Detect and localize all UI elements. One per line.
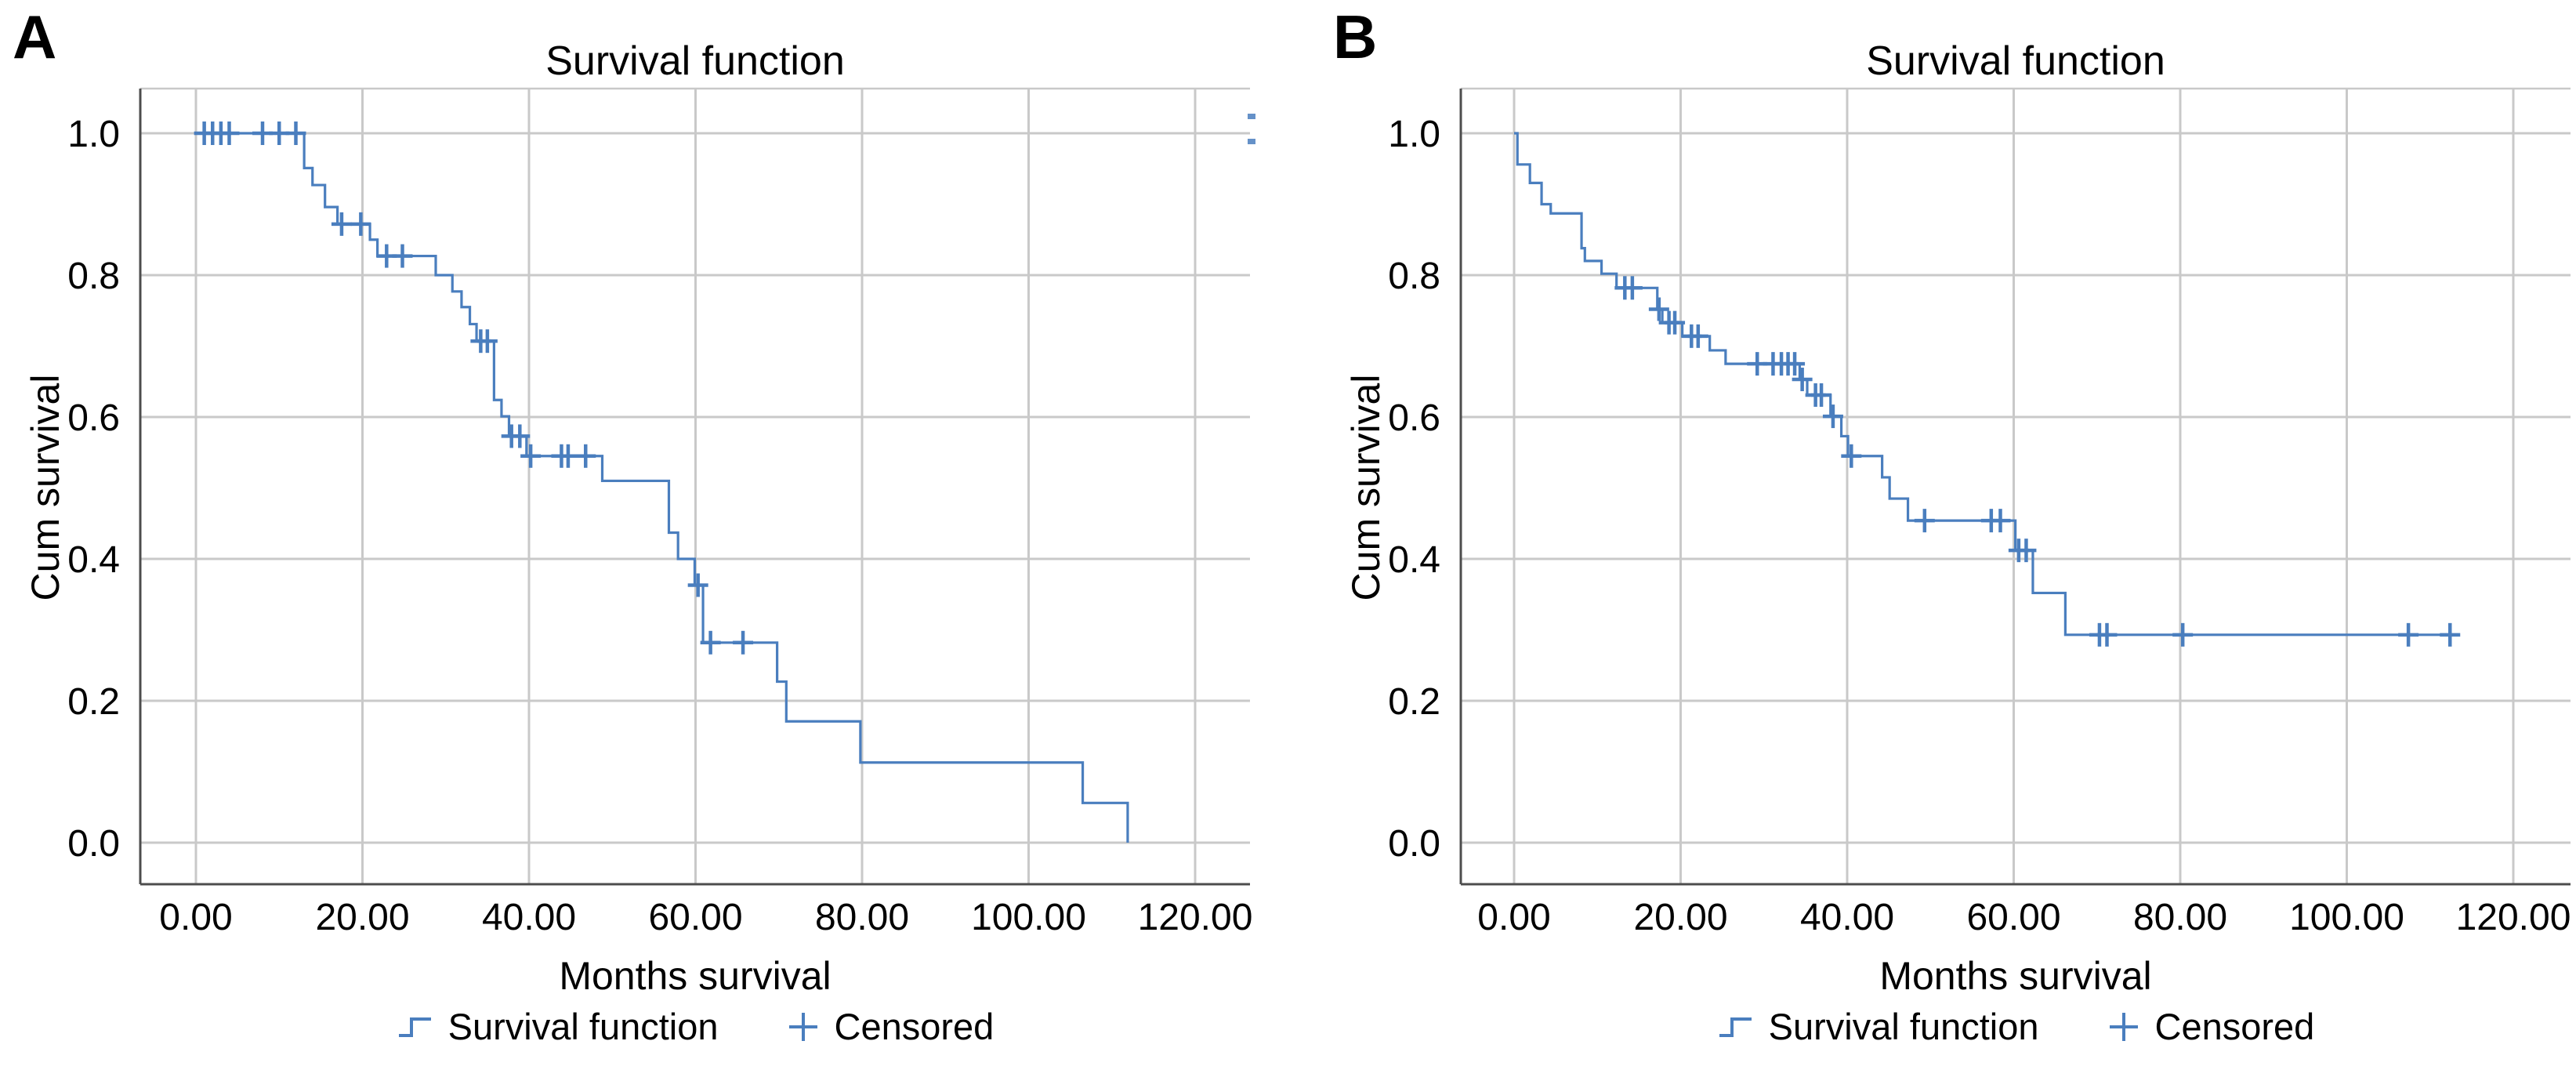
edge-artifact-mark [1248,139,1255,144]
x-tick-label: 40.00 [482,897,576,938]
panel-letter-a: A [13,2,57,71]
survival-curve [1514,132,2458,637]
panel-letter-b: B [1333,2,1378,71]
plus-icon [2109,1012,2138,1041]
legend-item-survival-function: Survival function [1717,1005,2039,1048]
x-tick-label: 20.00 [1633,897,1727,938]
y-tick-label: 0.4 [1388,539,1440,581]
y-tick-label: 0.0 [1388,823,1440,865]
survival-curve [196,132,1129,843]
x-tick-label: 60.00 [648,897,742,938]
x-tick-label: 20.00 [315,897,409,938]
step-line-icon [398,1017,431,1037]
x-tick-label: 120.00 [1138,897,1253,938]
x-tick-label: 100.00 [2289,897,2404,938]
y-tick-label: 1.0 [1388,114,1440,155]
legend-label: Survival function [447,1006,719,1047]
x-tick-label: 60.00 [1966,897,2060,938]
panel-b-title: Survival function [1866,38,2165,84]
legend-label: Censored [2154,1006,2315,1047]
legend-item-survival-function: Survival function [397,1005,719,1048]
x-tick-label: 0.00 [1477,897,1550,938]
edge-artifact-mark [1248,114,1255,119]
x-tick-label: 40.00 [1800,897,1894,938]
y-tick-label: 0.6 [67,397,120,439]
panel-a-y-axis-title: Cum survival [24,374,67,601]
y-tick-label: 0.2 [67,681,120,723]
x-tick-label: 80.00 [815,897,909,938]
legend-item-censored: Censored [786,1005,995,1048]
y-tick-label: 0.4 [67,539,120,581]
step-line-icon [1719,1017,1752,1037]
panel-a-x-axis-title: Months survival [559,954,831,998]
x-tick-label: 0.00 [159,897,232,938]
y-tick-label: 1.0 [67,114,120,155]
legend-label: Survival function [1768,1006,2039,1047]
panel-b-y-axis-title: Cum survival [1344,374,1388,601]
y-tick-label: 0.2 [1388,681,1440,723]
panel-a-legend: Survival function Censored [140,1005,1250,1048]
y-tick-label: 0.8 [67,256,120,297]
panel-a-title: Survival function [545,38,845,84]
y-tick-label: 0.6 [1388,397,1440,439]
legend-item-censored: Censored [2107,1005,2315,1048]
panel-b-legend: Survival function Censored [1461,1005,2571,1048]
panel-b-x-axis-title: Months survival [1879,954,2152,998]
x-tick-label: 120.00 [2456,897,2571,938]
legend-label: Censored [834,1006,995,1047]
y-tick-label: 0.0 [67,823,120,865]
x-tick-label: 80.00 [2133,897,2227,938]
y-tick-label: 0.8 [1388,256,1440,297]
plus-icon [788,1012,817,1041]
x-tick-label: 100.00 [971,897,1086,938]
